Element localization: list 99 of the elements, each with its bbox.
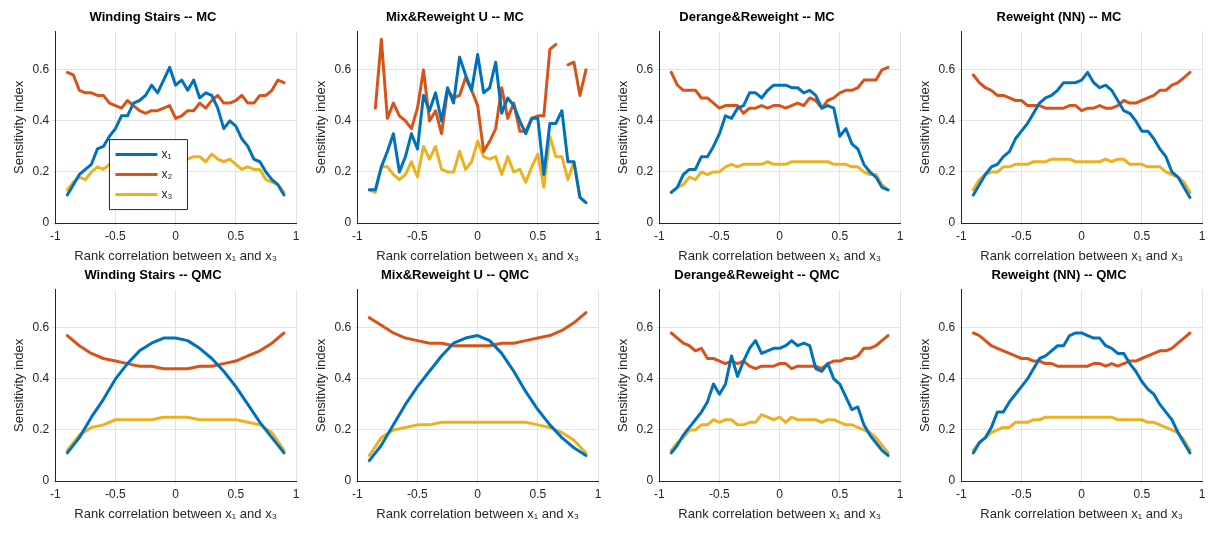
y-tick-label: 0.2 [938, 422, 956, 437]
chart-title: Reweight (NN) -- QMC [991, 267, 1128, 283]
y-tick-label: 0.6 [636, 62, 654, 77]
x-axis-title: Rank correlation between x₁ and x₃ [678, 505, 881, 521]
x-tick-label: 0.5 [831, 486, 849, 501]
y-tick-label: 0 [948, 473, 956, 488]
x-axis-title: Rank correlation between x₁ and x₃ [376, 247, 579, 263]
x-axis-title: Rank correlation between x₁ and x₃ [980, 505, 1183, 521]
x-tick-label: 1 [594, 486, 602, 501]
chart-title: Winding Stairs -- MC [89, 9, 218, 25]
chart-title: Reweight (NN) -- MC [996, 9, 1123, 25]
y-tick-label: 0.4 [334, 113, 352, 128]
y-tick-label: 0 [646, 473, 654, 488]
y-tick-label: 0.4 [636, 371, 654, 386]
x-tick-label: 0.5 [1133, 228, 1151, 243]
chart-title: Mix&Reweight U -- QMC [380, 267, 530, 283]
y-tick-label: 0.4 [32, 113, 50, 128]
legend-label: x₃ [161, 186, 173, 201]
y-axis-title: Sensitivity index [917, 80, 933, 174]
y-tick-label: 0 [948, 215, 956, 230]
x-tick-label: -1 [653, 486, 665, 501]
x-tick-label: 1 [1198, 228, 1206, 243]
y-tick-label: 0 [344, 473, 352, 488]
x-tick-label: 0 [776, 486, 784, 501]
x-tick-label: 0.5 [529, 486, 547, 501]
chart-title: Mix&Reweight U -- MC [386, 9, 525, 25]
x-tick-label: 0 [474, 228, 482, 243]
x-tick-label: 0 [776, 228, 784, 243]
x-axis-title: Rank correlation between x₁ and x₃ [376, 505, 579, 521]
y-tick-label: 0.4 [636, 113, 654, 128]
x-tick-label: -1 [49, 228, 61, 243]
x-tick-label: -0.5 [105, 486, 127, 501]
y-axis-title: Sensitivity index [313, 338, 329, 432]
y-tick-label: 0.2 [32, 422, 50, 437]
chart-title: Winding Stairs -- QMC [84, 267, 223, 283]
y-tick-label: 0.6 [938, 62, 956, 77]
x-tick-label: 0 [172, 228, 180, 243]
y-tick-label: 0.2 [636, 422, 654, 437]
x-tick-label: -0.5 [407, 486, 429, 501]
y-axis-title: Sensitivity index [615, 338, 631, 432]
x-tick-label: 1 [594, 228, 602, 243]
x-tick-label: -1 [351, 486, 363, 501]
y-tick-label: 0.6 [938, 320, 956, 335]
y-tick-label: 0.6 [636, 320, 654, 335]
legend-label: x₂ [161, 166, 173, 181]
x-tick-label: 0.5 [831, 228, 849, 243]
x-tick-label: -0.5 [407, 228, 429, 243]
y-tick-label: 0 [344, 215, 352, 230]
y-tick-label: 0 [42, 473, 50, 488]
x-tick-label: 1 [292, 486, 300, 501]
y-tick-label: 0.6 [32, 320, 50, 335]
x-tick-label: -1 [955, 228, 967, 243]
x-tick-label: -0.5 [709, 228, 731, 243]
y-axis-title: Sensitivity index [615, 80, 631, 174]
y-tick-label: 0.2 [334, 164, 352, 179]
x-tick-label: 0 [474, 486, 482, 501]
x-tick-label: 1 [1198, 486, 1206, 501]
y-axis-title: Sensitivity index [11, 338, 27, 432]
x-tick-label: 1 [292, 228, 300, 243]
y-tick-label: 0.2 [938, 164, 956, 179]
x-tick-label: 0 [1078, 486, 1086, 501]
x-tick-label: -0.5 [1011, 486, 1033, 501]
chart-title: Derange&Reweight -- QMC [674, 267, 841, 283]
legend-label: x₁ [161, 146, 172, 161]
y-tick-label: 0.4 [938, 371, 956, 386]
x-tick-label: -1 [49, 486, 61, 501]
chart-title: Derange&Reweight -- MC [679, 9, 836, 25]
x-axis-title: Rank correlation between x₁ and x₃ [74, 247, 277, 263]
y-tick-label: 0.6 [334, 62, 352, 77]
y-tick-label: 0 [42, 215, 50, 230]
x-tick-label: -0.5 [709, 486, 731, 501]
y-tick-label: 0.4 [32, 371, 50, 386]
y-tick-label: 0.2 [636, 164, 654, 179]
x-tick-label: 0.5 [227, 486, 245, 501]
y-axis-title: Sensitivity index [11, 80, 27, 174]
y-tick-label: 0.2 [334, 422, 352, 437]
x-tick-label: -1 [955, 486, 967, 501]
x-tick-label: -0.5 [105, 228, 127, 243]
x-tick-label: 1 [896, 228, 904, 243]
x-axis-title: Rank correlation between x₁ and x₃ [74, 505, 277, 521]
y-tick-label: 0.2 [32, 164, 50, 179]
y-tick-label: 0.6 [334, 320, 352, 335]
x-tick-label: 0 [1078, 228, 1086, 243]
y-tick-label: 0 [646, 215, 654, 230]
x-tick-label: 0.5 [227, 228, 245, 243]
x-tick-label: -0.5 [1011, 228, 1033, 243]
x-tick-label: 0.5 [529, 228, 547, 243]
y-tick-label: 0.6 [32, 62, 50, 77]
x-axis-title: Rank correlation between x₁ and x₃ [678, 247, 881, 263]
x-tick-label: 1 [896, 486, 904, 501]
y-tick-label: 0.4 [334, 371, 352, 386]
x-tick-label: 0 [172, 486, 180, 501]
y-tick-label: 0.4 [938, 113, 956, 128]
y-axis-title: Sensitivity index [917, 338, 933, 432]
x-axis-title: Rank correlation between x₁ and x₃ [980, 247, 1183, 263]
x-tick-label: -1 [653, 228, 665, 243]
x-tick-label: -1 [351, 228, 363, 243]
y-axis-title: Sensitivity index [313, 80, 329, 174]
x-tick-label: 0.5 [1133, 486, 1151, 501]
